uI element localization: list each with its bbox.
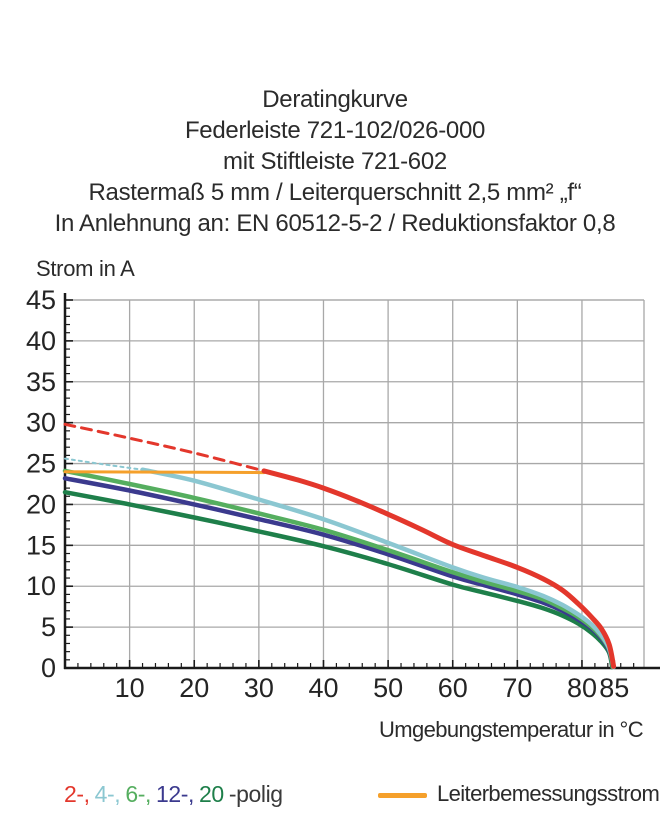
x-axis-label: Umgebungstemperatur in °C (378, 717, 644, 742)
series-2-polig (261, 468, 617, 669)
series-20-polig (62, 489, 615, 670)
legend-pole-6: 6-, (125, 781, 151, 807)
title-line-federleiste: Federleiste 721-102/026-000 (184, 117, 486, 144)
legend-pole-4: 4-, (94, 781, 121, 807)
rated-current-label: Leiterbemessungsstrom (437, 781, 660, 806)
legend-pole-2: 2-, (64, 781, 90, 807)
title-line-stiftleiste: mit Stiftleiste 721-602 (223, 148, 447, 175)
rated-current-line-swatch (378, 793, 427, 798)
y-tick-label: 20 (26, 489, 56, 519)
x-tick-label: 85 (599, 673, 629, 700)
y-tick-label: 30 (26, 408, 56, 438)
x-tick-label: 20 (179, 673, 209, 700)
x-tick-label: 30 (244, 673, 274, 700)
y-tick-label: 10 (26, 571, 56, 601)
y-tick-label: 45 (26, 285, 56, 315)
title-line-norm: In Anlehnung an: EN 60512-5-2 / Reduktio… (54, 210, 616, 237)
y-tick-label: 25 (26, 449, 56, 479)
y-tick-label: 15 (26, 530, 56, 560)
y-tick-label: 40 (26, 326, 56, 356)
legend-pole-12: 12-, (155, 781, 195, 807)
x-tick-label: 50 (373, 673, 403, 700)
series-6-polig (62, 468, 616, 670)
legend-poles-suffix: -polig (228, 781, 283, 807)
legend-pole-20: 20 (199, 781, 224, 807)
y-axis-label: Strom in A (36, 256, 135, 281)
x-tick-label: 40 (308, 673, 338, 700)
x-tick-label: 60 (438, 673, 468, 700)
x-tick-label: 70 (502, 673, 532, 700)
y-tick-label: 35 (26, 367, 56, 397)
y-tick-label: 0 (41, 653, 56, 683)
title-line-main: Deratingkurve (262, 86, 408, 113)
title-line-rastermass: Rastermaß 5 mm / Leiterquerschnitt 2,5 m… (88, 179, 582, 206)
legend-poles: 2-, 4-, 6-, 12-, 20 -polig (64, 781, 283, 808)
series-2-polig (63, 422, 266, 473)
y-tick-label: 5 (41, 612, 56, 642)
x-tick-label: 80 (567, 673, 597, 700)
legend-row: 2-, 4-, 6-, 12-, 20 -polig Leiterbemessungsst… (0, 781, 670, 815)
derating-chart: 10 20 30 40 50 60 70 80 85 0 5 10 15 20 25 30 35 40 45 (26, 285, 660, 700)
x-tick-label: 10 (115, 673, 145, 700)
series-4-polig (64, 457, 144, 471)
series-4-polig (140, 467, 616, 670)
series-Leiterbemessungsstrom (63, 470, 266, 475)
chart-title-block: Deratingkurve Federleiste 721-102/026-00… (0, 84, 670, 239)
